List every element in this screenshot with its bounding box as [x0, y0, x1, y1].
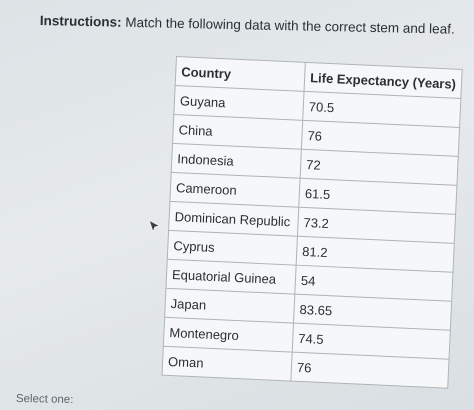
instructions-lead: Instructions: [39, 12, 122, 30]
table-cell-country: Oman [162, 346, 293, 382]
select-one-label: Select one: [15, 393, 74, 407]
table-cell-value: 76 [290, 352, 449, 389]
instructions-text: Match the following data with the correc… [121, 14, 455, 37]
instructions: Instructions: Match the following data w… [40, 12, 470, 39]
life-expectancy-table-container: Country Life Expectancy (Years) Guyana 7… [161, 56, 463, 389]
mouse-pointer-icon [148, 219, 162, 234]
life-expectancy-table: Country Life Expectancy (Years) Guyana 7… [161, 56, 463, 389]
